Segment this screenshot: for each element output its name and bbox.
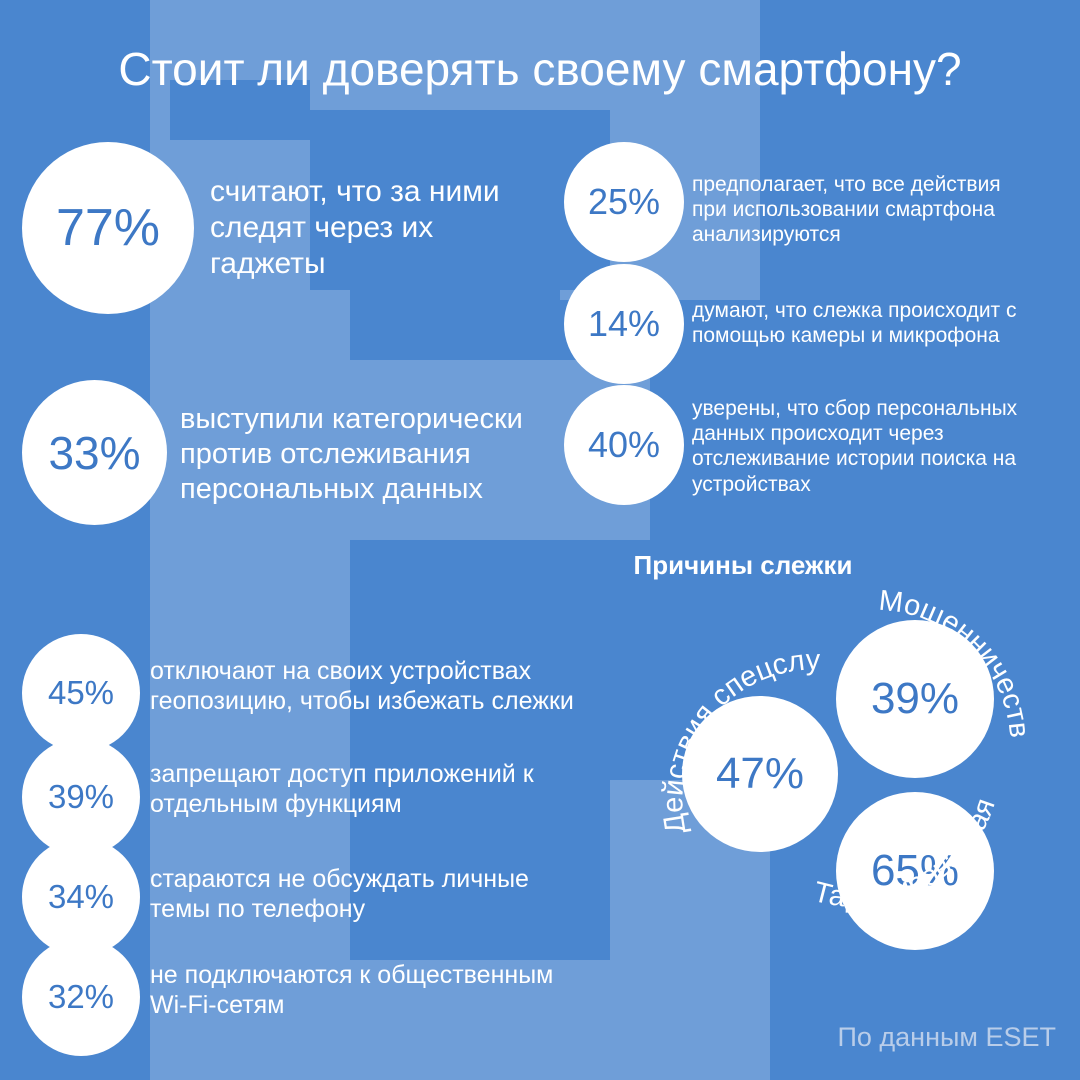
section-title: Причины слежки — [633, 550, 853, 580]
reason-circle: 65% — [836, 792, 994, 950]
reason-circle: 39% — [836, 620, 994, 778]
reason-circle: 47% — [682, 696, 838, 852]
stat-value: 34% — [47, 878, 115, 915]
stat-circle: 77% — [22, 142, 194, 314]
reason-label-text: Мошенничество — [0, 0, 1035, 739]
stat-value: 40% — [587, 424, 661, 465]
stat-circle: 34% — [22, 838, 140, 956]
bg-shape — [170, 80, 310, 140]
reason-value: 39% — [870, 674, 960, 723]
stat-description: предполагает, что все действия при испол… — [692, 173, 1001, 247]
stat-description: стараются не обсуждать личные темы по те… — [150, 865, 529, 923]
stat-circle: 25% — [564, 142, 684, 262]
stat-circle: 40% — [564, 385, 684, 505]
stat-circle: 32% — [22, 938, 140, 1056]
stat-description: отключают на своих устройствах геопозици… — [150, 657, 574, 715]
stat-value: 25% — [587, 181, 661, 222]
reason-value: 65% — [870, 846, 960, 895]
reason-value: 47% — [715, 749, 805, 798]
stat-circle: 33% — [22, 380, 167, 525]
stat-description: запрещают доступ приложений к отдельным … — [150, 760, 534, 818]
stat-circle: 39% — [22, 738, 140, 856]
stat-value: 33% — [48, 426, 141, 479]
reason-label: Действия спецслужб — [0, 0, 821, 836]
stat-description: не подключаются к общественным Wi-Fi-сет… — [150, 961, 554, 1019]
stat-value: 39% — [47, 778, 115, 815]
stat-description: выступили категорически против отслежива… — [180, 403, 523, 505]
stat-circle: 45% — [22, 634, 140, 752]
stat-value: 45% — [47, 674, 115, 711]
reason-label: Таргетированная реклама — [0, 0, 1004, 914]
stat-value: 14% — [587, 303, 661, 344]
reason-label-text: Таргетированная реклама — [0, 0, 1004, 914]
reason-label-text: Действия спецслужб — [0, 0, 821, 836]
stat-description: уверены, что сбор персональных данных пр… — [692, 397, 1018, 496]
reason-label: Мошенничество — [0, 0, 1035, 739]
stat-value: 32% — [47, 978, 115, 1015]
stat-circle: 14% — [564, 264, 684, 384]
page-title: Стоит ли доверять своему смартфону? — [118, 43, 962, 95]
stat-value: 77% — [55, 199, 161, 257]
stat-description: считают, что за ними следят через их гад… — [210, 175, 500, 280]
stat-description: думают, что слежка происходит с помощью … — [692, 299, 1017, 348]
bg-shape — [310, 110, 610, 290]
source-note: По данным ESET — [837, 1022, 1056, 1052]
